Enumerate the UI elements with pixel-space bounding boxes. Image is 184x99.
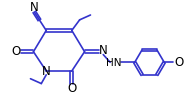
Text: O: O bbox=[67, 82, 76, 95]
Text: N: N bbox=[30, 1, 39, 14]
Text: O: O bbox=[11, 45, 20, 58]
Text: HN: HN bbox=[106, 58, 122, 68]
Text: O: O bbox=[174, 56, 184, 69]
Text: N: N bbox=[99, 44, 108, 57]
Text: N: N bbox=[42, 65, 51, 78]
